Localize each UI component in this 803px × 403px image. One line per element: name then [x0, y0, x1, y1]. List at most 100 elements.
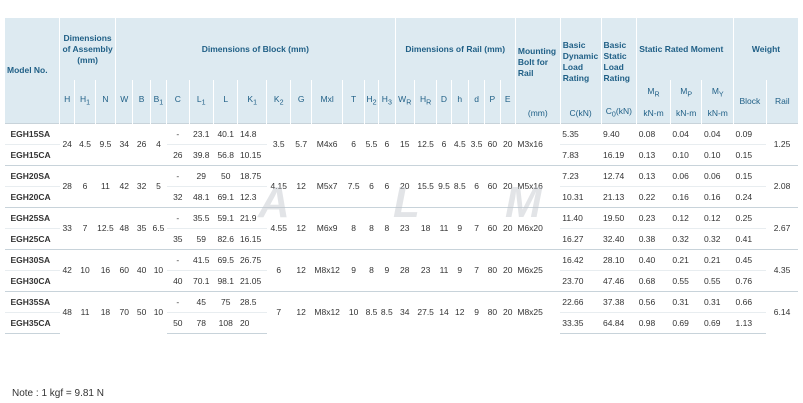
table-cell: 8	[364, 206, 379, 250]
table-cell: 6	[74, 164, 96, 208]
col-header-k1: K1	[237, 80, 267, 124]
col-header-t: T	[342, 80, 365, 124]
table-cell: 10	[150, 290, 167, 334]
table-cell: 82.6	[213, 227, 238, 250]
table-cell: 7.5	[342, 164, 365, 208]
table-cell: 0.10	[670, 143, 702, 166]
static-unit: C0(kN)	[600, 106, 637, 124]
mounting-unit: (mm)	[514, 106, 561, 124]
table-cell: 3.5	[468, 122, 485, 166]
table-cell: 35	[166, 227, 190, 250]
table-cell: 20	[500, 206, 516, 250]
col-header-h1: H1	[74, 80, 96, 124]
table-cell: 0.09	[733, 122, 767, 145]
table-row: EGH35SA 48 11 18 70 50 10-45 75 28.5 7 12 M8x12 10 8.…	[4, 290, 798, 334]
table-cell: 20	[500, 290, 516, 334]
table-cell: 0.10	[701, 143, 734, 166]
table-cell: 23.70	[560, 269, 602, 292]
model-no: EGH20SA	[4, 164, 60, 187]
col-header-g: G	[290, 80, 312, 124]
table-cell: M5x16	[515, 164, 561, 208]
table-cell: 9.40	[601, 122, 637, 145]
table-cell: 20	[237, 311, 267, 334]
moment-header-mr: MR	[636, 80, 671, 106]
table-cell: 0.24	[733, 185, 767, 208]
table-cell: 23	[414, 248, 437, 292]
moment-unit-mp: kN-m	[669, 106, 702, 124]
table-cell: 7	[266, 290, 291, 334]
header-dimensions-of-rail: Dimensions of Rail (mm)	[394, 18, 516, 80]
table-cell: 27.5	[414, 290, 437, 334]
table-cell: 6	[378, 122, 396, 166]
table-cell: 5.7	[290, 122, 312, 166]
col-header-h3: H3	[378, 80, 396, 124]
table-cell: 45	[189, 290, 214, 313]
table-cell: 16	[95, 248, 116, 292]
table-row: EGH20SA 28 6 11 42 32 5-29 50 18.75 4.15 12 M5x7 7.5…	[4, 164, 798, 208]
header-dynamic-load-rating: Basic Dynamic Load Rating	[559, 18, 602, 106]
table-cell: 60	[484, 206, 501, 250]
model-no: EGH30CA	[4, 269, 60, 292]
table-cell: 20	[395, 164, 415, 208]
col-header-b1: B1	[149, 80, 167, 124]
header-dimensions-of-assembly: Dimensions of Assembly (mm)	[59, 18, 116, 80]
table-cell: 0.06	[701, 164, 734, 187]
weight-header-rail: Rail	[765, 80, 798, 124]
table-cell: 12.5	[414, 122, 437, 166]
table-cell: 21.05	[237, 269, 267, 292]
table-cell: 21.9	[237, 206, 267, 229]
table-row: EGH25SA 33 7 12.5 48 35 6.5-35.5 59.1 21.9 4.55 12…	[4, 206, 798, 250]
moment-header-mp: MP	[669, 80, 702, 106]
table-cell: 2.67	[766, 206, 798, 250]
col-header-l1: L1	[188, 80, 214, 124]
table-cell: 34	[395, 290, 415, 334]
table-cell: 48.1	[189, 185, 214, 208]
table-cell: -	[166, 248, 190, 271]
table-cell: 16.42	[560, 248, 602, 271]
table-cell: 11	[95, 164, 116, 208]
col-header-h: H	[59, 80, 75, 124]
watermark-letter: L	[393, 178, 420, 227]
dynamic-unit: C(kN)	[559, 106, 602, 124]
table-cell: M4x6	[311, 122, 343, 166]
table-cell: 3.5	[266, 122, 291, 166]
table-cell: 35.5	[189, 206, 214, 229]
table-cell: 0.76	[733, 269, 767, 292]
table-cell: 75	[213, 290, 238, 313]
table-cell: M3x16	[515, 122, 561, 166]
table-cell: 23.1	[189, 122, 214, 145]
table-cell: 35	[132, 206, 151, 250]
col-header-b: B	[132, 80, 151, 124]
table-cell: 0.15	[733, 164, 767, 187]
table-cell: 18	[414, 206, 437, 250]
watermark-letter: M	[505, 178, 542, 227]
table-cell: 14	[436, 290, 452, 334]
moment-unit-my: kN-m	[701, 106, 734, 124]
table-cell: 40	[132, 248, 151, 292]
table-cell: 5.35	[560, 122, 602, 145]
table-cell: 10	[342, 290, 365, 334]
table-cell: 12	[290, 164, 312, 208]
table-cell: 4.55	[266, 206, 291, 250]
moment-unit-mr: kN-m	[636, 106, 671, 124]
table-cell: 11	[436, 248, 452, 292]
table-cell: 0.31	[670, 290, 702, 313]
table-cell: 9	[468, 290, 485, 334]
specification-table: Model No. Dimensions of Assembly (mm) Di…	[3, 18, 798, 334]
col-header-e: E	[499, 80, 516, 124]
table-cell: 42	[115, 164, 133, 208]
model-no: EGH20CA	[4, 185, 60, 208]
table-cell: -	[166, 164, 190, 187]
table-cell: 22.66	[560, 290, 602, 313]
table-cell: 12	[290, 290, 312, 334]
table-cell: 0.23	[636, 206, 671, 229]
table-cell: 16.27	[560, 227, 602, 250]
table-cell: 37.38	[601, 290, 637, 313]
table-cell: 5	[150, 164, 167, 208]
table-cell: 6	[436, 122, 452, 166]
table-cell: 32.40	[601, 227, 637, 250]
col-header-h2: H2	[363, 80, 379, 124]
table-cell: 10.15	[237, 143, 267, 166]
table-cell: 41.5	[189, 248, 214, 271]
table-cell: 60	[115, 248, 133, 292]
